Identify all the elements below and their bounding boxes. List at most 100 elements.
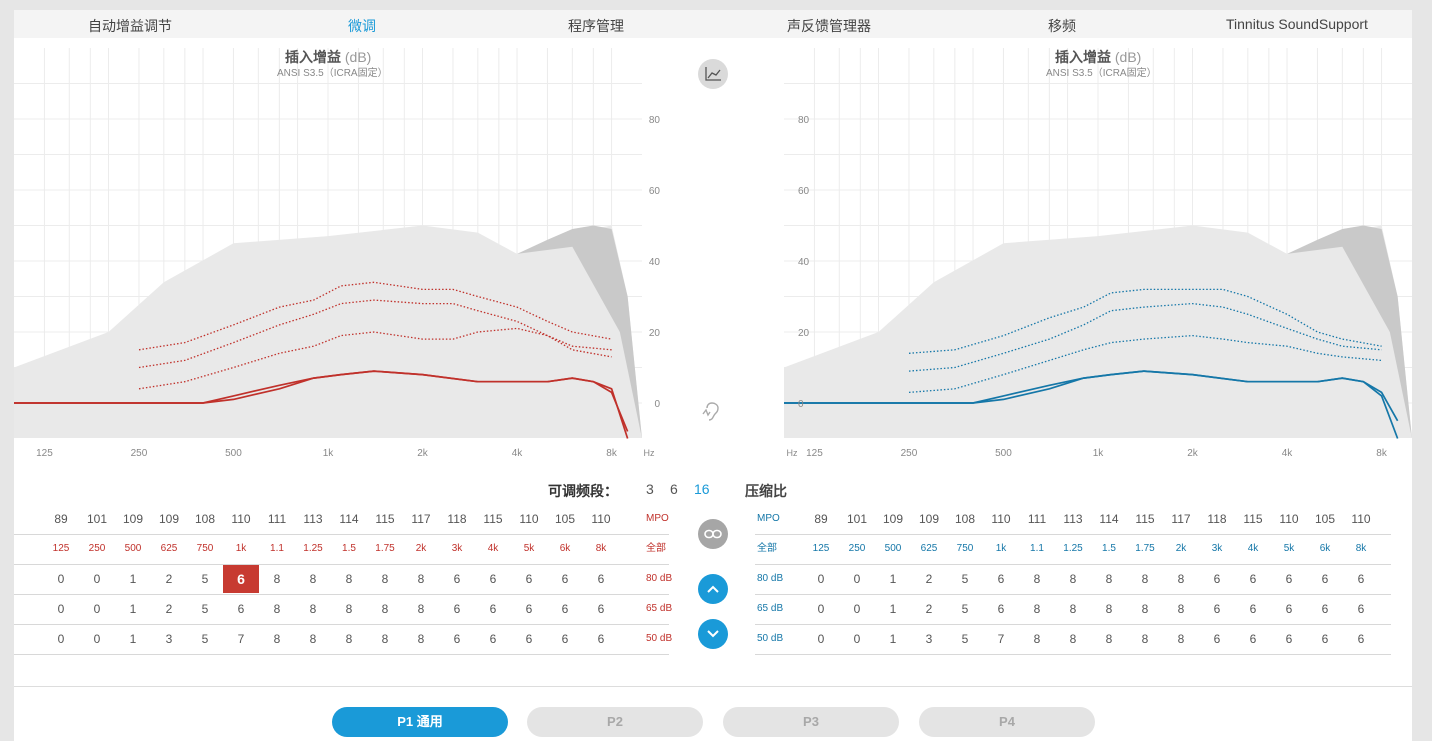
gain-cell[interactable]: 8 xyxy=(345,602,353,616)
gain-cell[interactable]: 6 xyxy=(1249,572,1257,586)
gain-cell[interactable]: 8 xyxy=(1141,602,1149,616)
gain-cell[interactable]: 6 xyxy=(525,602,533,616)
gain-cell[interactable]: 101 xyxy=(86,512,108,526)
gain-cell[interactable]: 6 xyxy=(453,572,461,586)
row-label[interactable]: MPO xyxy=(646,513,669,524)
row-label[interactable]: MPO xyxy=(757,513,780,524)
gain-cell[interactable]: 6 xyxy=(525,632,533,646)
gain-cell[interactable]: 8 xyxy=(381,572,389,586)
gain-cell[interactable]: 89 xyxy=(814,512,828,526)
gain-cell[interactable]: 6 xyxy=(561,572,569,586)
gain-cell[interactable]: 118 xyxy=(447,512,467,526)
graph-view-button[interactable] xyxy=(698,59,728,89)
increase-gain-button[interactable] xyxy=(698,574,728,604)
gain-cell[interactable]: 3 xyxy=(165,632,173,646)
program-p1-button[interactable]: P1 通用 xyxy=(332,707,508,737)
gain-cell[interactable]: 8 xyxy=(1033,602,1041,616)
gain-cell[interactable]: 8 xyxy=(345,572,353,586)
channel-option-16[interactable]: 16 xyxy=(694,481,710,497)
gain-cell[interactable]: 6 xyxy=(223,565,259,593)
gain-cell[interactable]: 6 xyxy=(997,602,1005,616)
gain-cell[interactable]: 0 xyxy=(817,572,825,586)
row-label[interactable]: 65 dB xyxy=(646,603,673,614)
gain-cell[interactable]: 0 xyxy=(93,602,101,616)
gain-cell[interactable]: 8 xyxy=(1033,572,1041,586)
gain-cell[interactable]: 8 xyxy=(381,632,389,646)
gain-cell[interactable]: 6 xyxy=(561,602,569,616)
gain-cell[interactable]: 108 xyxy=(954,512,976,526)
gain-cell[interactable]: 109 xyxy=(122,512,144,526)
gain-cell[interactable]: 1k xyxy=(235,543,247,554)
gain-cell[interactable]: 8 xyxy=(309,602,317,616)
gain-cell[interactable]: 8 xyxy=(273,632,281,646)
gain-cell[interactable]: 6 xyxy=(1321,602,1329,616)
program-p3-button[interactable]: P3 xyxy=(723,707,899,737)
gain-cell[interactable]: 6 xyxy=(453,602,461,616)
gain-cell[interactable]: 8 xyxy=(1177,602,1185,616)
gain-cell[interactable]: 1 xyxy=(129,602,137,616)
gain-cell[interactable]: 8 xyxy=(1141,572,1149,586)
channel-option-6[interactable]: 6 xyxy=(670,481,678,497)
gain-cell[interactable]: 109 xyxy=(158,512,180,526)
gain-cell[interactable]: 8 xyxy=(1105,632,1113,646)
gain-cell[interactable]: 250 xyxy=(88,543,106,554)
tab-auto-gain[interactable]: 自动增益调节 xyxy=(88,18,172,34)
gain-cell[interactable]: 6 xyxy=(237,602,245,616)
program-p2-button[interactable]: P2 xyxy=(527,707,703,737)
gain-cell[interactable]: 8 xyxy=(309,632,317,646)
gain-cell[interactable]: 0 xyxy=(57,572,65,586)
left-gain-chart[interactable]: 80 60 40 20 0 125 250 500 1k 2k 4k 8k Hz xyxy=(14,38,669,468)
gain-cell[interactable]: 7 xyxy=(997,632,1005,646)
gain-cell[interactable]: 6 xyxy=(997,572,1005,586)
tab-program-manager[interactable]: 程序管理 xyxy=(568,18,624,34)
gain-cell[interactable]: 113 xyxy=(1063,512,1083,526)
gain-cell[interactable]: 109 xyxy=(882,512,904,526)
gain-cell[interactable]: 6 xyxy=(597,602,605,616)
gain-cell[interactable]: 5k xyxy=(1283,543,1295,554)
gain-cell[interactable]: 750 xyxy=(196,543,214,554)
gain-cell[interactable]: 1.25 xyxy=(1063,543,1083,554)
link-sides-button[interactable] xyxy=(698,519,728,549)
gain-cell[interactable]: 8 xyxy=(1105,602,1113,616)
gain-cell[interactable]: 0 xyxy=(853,602,861,616)
gain-cell[interactable]: 8 xyxy=(1069,632,1077,646)
gain-cell[interactable]: 2 xyxy=(925,602,933,616)
gain-cell[interactable]: 110 xyxy=(1351,512,1371,526)
gain-cell[interactable]: 115 xyxy=(1135,512,1155,526)
gain-cell[interactable]: 8 xyxy=(1177,572,1185,586)
gain-cell[interactable]: 6 xyxy=(1249,602,1257,616)
gain-cell[interactable]: 625 xyxy=(160,543,178,554)
gain-cell[interactable]: 6 xyxy=(561,632,569,646)
row-label[interactable]: 80 dB xyxy=(757,573,784,584)
gain-cell[interactable]: 105 xyxy=(1314,512,1336,526)
gain-cell[interactable]: 111 xyxy=(267,512,287,526)
gain-cell[interactable]: 3k xyxy=(451,543,463,554)
gain-cell[interactable]: 6 xyxy=(1285,602,1293,616)
row-label[interactable]: 全部 xyxy=(757,543,777,554)
gain-cell[interactable]: 0 xyxy=(853,632,861,646)
channel-option-3[interactable]: 3 xyxy=(646,481,654,497)
gain-cell[interactable]: 3k xyxy=(1211,543,1223,554)
gain-cell[interactable]: 0 xyxy=(57,632,65,646)
gain-cell[interactable]: 8 xyxy=(273,572,281,586)
gain-cell[interactable]: 6 xyxy=(1213,632,1221,646)
gain-cell[interactable]: 5 xyxy=(201,602,209,616)
right-gain-chart[interactable]: 80 60 40 20 0 125 250 500 1k 2k 4k 8k Hz xyxy=(770,38,1412,468)
gain-cell[interactable]: 5k xyxy=(523,543,535,554)
gain-cell[interactable]: 6 xyxy=(1357,572,1365,586)
gain-cell[interactable]: 1 xyxy=(889,602,897,616)
gain-cell[interactable]: 8 xyxy=(273,602,281,616)
gain-cell[interactable]: 8 xyxy=(1177,632,1185,646)
gain-cell[interactable]: 1.5 xyxy=(342,543,356,554)
gain-cell[interactable]: 6 xyxy=(1213,602,1221,616)
decrease-gain-button[interactable] xyxy=(698,619,728,649)
gain-cell[interactable]: 114 xyxy=(1099,512,1119,526)
gain-cell[interactable]: 250 xyxy=(848,543,866,554)
gain-cell[interactable]: 1 xyxy=(889,572,897,586)
gain-cell[interactable]: 6 xyxy=(1321,632,1329,646)
gain-cell[interactable]: 6k xyxy=(1319,543,1331,554)
gain-cell[interactable]: 5 xyxy=(201,632,209,646)
gain-cell[interactable]: 3 xyxy=(925,632,933,646)
gain-cell[interactable]: 6 xyxy=(489,572,497,586)
gain-cell[interactable]: 109 xyxy=(918,512,940,526)
